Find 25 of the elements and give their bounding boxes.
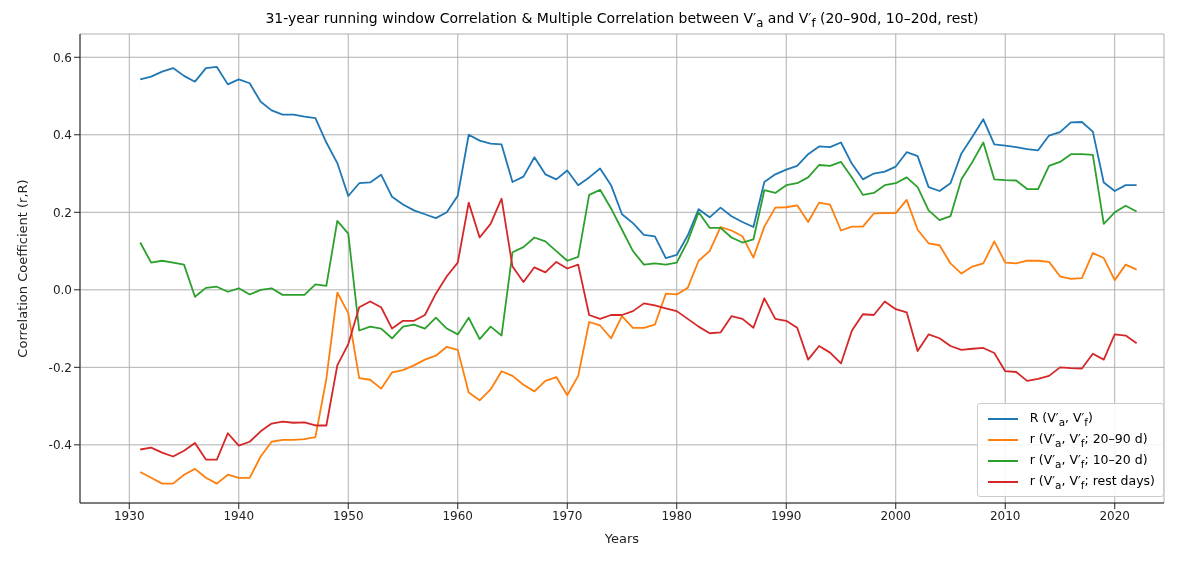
legend-label: r (V′$_{a}$, V′$_{f}$; 10–20 d) — [1029, 451, 1148, 470]
line-series — [139, 141, 1138, 340]
y-tick-label: -0.4 — [48, 438, 72, 453]
chart-title: 31-year running window Correlation & Multiple Correlation between V′$_{a}$ and V′$_{f}$ (20–90d, 10–20d, rest) — [264, 9, 980, 30]
y-tick-label: -0.2 — [48, 360, 72, 375]
y-tick-label: 0.0 — [52, 283, 72, 298]
y-tick-label: 0.4 — [52, 128, 72, 143]
legend-label: r (V′$_{a}$, V′$_{f}$; rest days) — [1029, 472, 1155, 491]
legend-label: R (V′$_{a}$, V′$_{f}$) — [1029, 409, 1093, 428]
x-tick-label: 1930 — [114, 508, 145, 523]
x-tick-label: 1960 — [442, 508, 474, 523]
legend-label: r (V′$_{a}$, V′$_{f}$; 20–90 d) — [1029, 430, 1148, 449]
x-tick-label: 2010 — [989, 508, 1021, 523]
x-tick-label: 1980 — [661, 508, 693, 523]
y-tick-label: 0.2 — [52, 205, 72, 220]
x-axis-title: Years — [603, 531, 640, 546]
line-series — [139, 66, 1138, 259]
x-tick-label: 2020 — [1099, 508, 1130, 523]
x-tick-label: 2000 — [880, 508, 912, 523]
x-tick-label: 1950 — [332, 508, 364, 523]
x-tick-label: 1990 — [770, 508, 802, 523]
x-tick-label: 1940 — [223, 508, 255, 523]
x-tick-label: 1970 — [551, 508, 583, 523]
y-axis-title: Correlation Coefficient (r,R) — [14, 179, 30, 358]
y-tick-label: 0.6 — [52, 50, 72, 65]
